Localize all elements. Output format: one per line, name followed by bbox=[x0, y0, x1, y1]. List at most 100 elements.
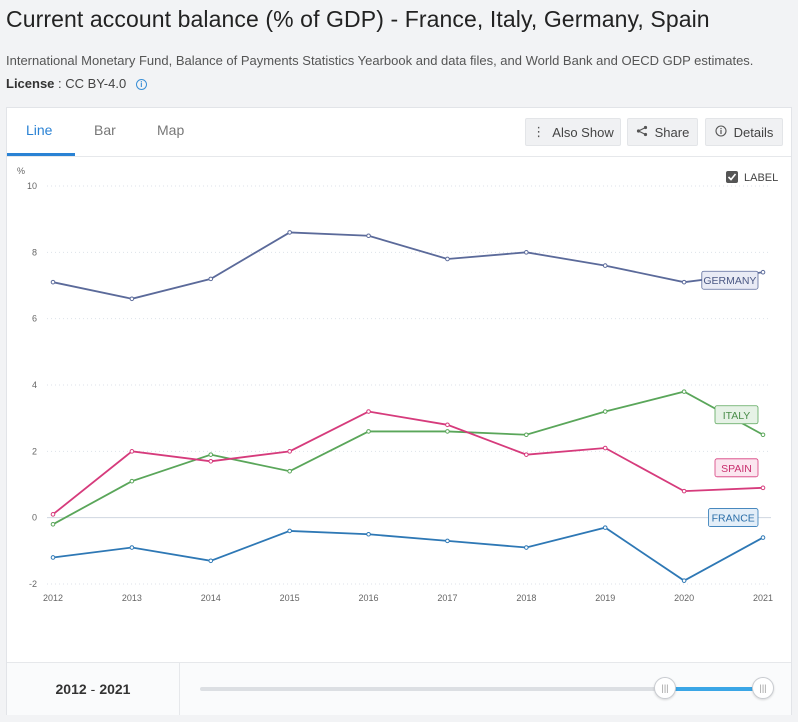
series-end-label-spain: SPAIN bbox=[714, 458, 759, 478]
data-point-germany[interactable] bbox=[602, 263, 608, 268]
data-point-germany[interactable] bbox=[760, 269, 766, 275]
data-point-italy[interactable] bbox=[524, 432, 529, 438]
x-tick-label: 2015 bbox=[280, 593, 300, 603]
data-point-spain[interactable] bbox=[602, 445, 608, 451]
label-toggle[interactable]: LABEL bbox=[726, 171, 778, 184]
page-title: Current account balance (% of GDP) - Fra… bbox=[6, 6, 710, 32]
source-text: International Monetary Fund, Balance of … bbox=[6, 53, 754, 68]
license-line: License : CC BY-4.0 i bbox=[6, 76, 147, 91]
data-point-spain[interactable] bbox=[681, 488, 687, 494]
series-end-label-germany: GERMANY bbox=[701, 270, 759, 290]
data-point-germany[interactable] bbox=[208, 276, 214, 282]
label-box bbox=[708, 508, 759, 527]
label-box bbox=[714, 458, 759, 478]
chart-card: Line Bar Map ⋮ Also Show Share Details -… bbox=[6, 107, 792, 715]
data-point-france[interactable] bbox=[445, 538, 450, 544]
data-point-germany[interactable] bbox=[681, 279, 687, 285]
label-box bbox=[714, 405, 759, 425]
series-line-spain[interactable] bbox=[52, 410, 764, 516]
data-point-italy[interactable] bbox=[602, 409, 608, 414]
data-point-spain[interactable] bbox=[366, 409, 371, 414]
y-tick-label: 4 bbox=[32, 380, 37, 390]
data-point-france[interactable] bbox=[760, 535, 766, 540]
x-tick-label: 2020 bbox=[674, 593, 694, 603]
x-tick-label: 2012 bbox=[43, 593, 63, 603]
data-point-france[interactable] bbox=[681, 578, 687, 583]
series-line-germany[interactable] bbox=[52, 231, 764, 300]
range-separator: - bbox=[90, 681, 96, 697]
series-line-france[interactable] bbox=[52, 526, 764, 582]
data-point-germany[interactable] bbox=[50, 279, 56, 285]
active-tab-indicator bbox=[7, 153, 75, 156]
share-icon bbox=[636, 125, 648, 140]
data-point-france[interactable] bbox=[524, 545, 529, 550]
data-point-spain[interactable] bbox=[760, 485, 766, 491]
label-box bbox=[701, 270, 759, 290]
data-point-spain[interactable] bbox=[445, 422, 450, 428]
line-chart: -2 0 2 4 6 8 10 2012 2013 2014 2015 2016 2017 2018 201… bbox=[17, 166, 778, 603]
x-tick-label: 2013 bbox=[122, 593, 142, 603]
range-start-handle[interactable]: ||| bbox=[654, 677, 676, 699]
tab-line[interactable]: Line bbox=[26, 122, 53, 138]
more-vertical-icon: ⋮ bbox=[532, 124, 546, 139]
range-slider-track[interactable] bbox=[200, 687, 765, 691]
data-point-germany[interactable] bbox=[445, 256, 450, 262]
data-point-germany[interactable] bbox=[524, 250, 529, 255]
info-icon[interactable]: i bbox=[135, 79, 147, 90]
label-text: ITALY bbox=[723, 410, 751, 422]
x-tick-label: 2019 bbox=[595, 593, 615, 603]
data-point-italy[interactable] bbox=[50, 522, 56, 527]
data-point-france[interactable] bbox=[50, 555, 56, 560]
y-tick-label: 2 bbox=[32, 446, 37, 456]
label-text: FRANCE bbox=[712, 513, 755, 525]
data-point-france[interactable] bbox=[129, 545, 135, 550]
grid: -2 0 2 4 6 8 10 2012 2013 2014 2015 2016 2017 2018 201… bbox=[27, 181, 773, 603]
data-point-italy[interactable] bbox=[445, 429, 450, 434]
x-tick-label: 2017 bbox=[437, 593, 457, 603]
year-range-label: 2012 - 2021 bbox=[7, 663, 180, 715]
license-value: : CC BY-4.0 bbox=[58, 76, 127, 91]
also-show-label: Also Show bbox=[552, 124, 614, 140]
series-end-label-italy: ITALY bbox=[714, 405, 759, 425]
data-point-italy[interactable] bbox=[208, 452, 214, 457]
data-point-france[interactable] bbox=[602, 525, 608, 530]
data-point-spain[interactable] bbox=[208, 458, 214, 464]
x-tick-label: 2021 bbox=[753, 593, 773, 603]
data-point-spain[interactable] bbox=[50, 512, 56, 517]
data-point-italy[interactable] bbox=[287, 468, 292, 474]
y-tick-label: 6 bbox=[32, 314, 37, 324]
data-point-germany[interactable] bbox=[366, 233, 371, 239]
data-point-spain[interactable] bbox=[287, 449, 292, 454]
view-tabs: Line Bar Map ⋮ Also Show Share Details bbox=[7, 108, 791, 157]
data-point-france[interactable] bbox=[366, 531, 371, 537]
details-button[interactable]: Details bbox=[705, 118, 783, 146]
details-label: Details bbox=[733, 124, 774, 140]
data-point-germany[interactable] bbox=[287, 230, 292, 235]
range-end-handle[interactable]: ||| bbox=[752, 677, 774, 699]
data-point-italy[interactable] bbox=[129, 478, 135, 484]
tab-map[interactable]: Map bbox=[157, 122, 185, 138]
series-line-italy[interactable] bbox=[52, 390, 764, 526]
y-tick-label: 8 bbox=[32, 247, 37, 257]
range-start: 2012 bbox=[55, 681, 87, 697]
data-point-italy[interactable] bbox=[760, 432, 766, 438]
series-end-label-france: FRANCE bbox=[708, 508, 759, 527]
data-point-spain[interactable] bbox=[524, 452, 529, 457]
y-axis-unit-label: % bbox=[17, 166, 25, 176]
data-point-italy[interactable] bbox=[366, 429, 371, 434]
tab-bar[interactable]: Bar bbox=[94, 122, 116, 138]
data-point-spain[interactable] bbox=[129, 449, 135, 454]
data-point-germany[interactable] bbox=[129, 296, 135, 302]
label-checkbox[interactable] bbox=[726, 171, 738, 183]
data-point-italy[interactable] bbox=[681, 389, 687, 394]
series-lines: GERMANY ITALY SPAIN FRANCE bbox=[50, 230, 766, 583]
data-point-france[interactable] bbox=[208, 558, 214, 564]
checkmark-icon bbox=[727, 173, 737, 181]
data-point-france[interactable] bbox=[287, 528, 292, 534]
share-button[interactable]: Share bbox=[627, 118, 698, 146]
range-footer: 2012 - 2021 ||| ||| bbox=[7, 662, 791, 715]
also-show-button[interactable]: ⋮ Also Show bbox=[525, 118, 621, 146]
range-end: 2021 bbox=[99, 681, 131, 697]
y-tick-label: 10 bbox=[27, 181, 37, 191]
label-text: SPAIN bbox=[721, 463, 752, 475]
